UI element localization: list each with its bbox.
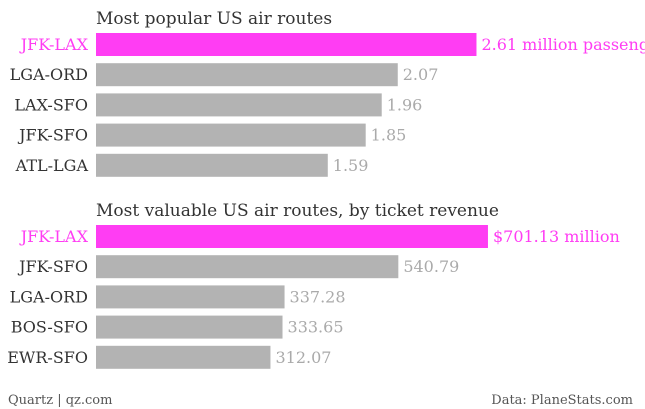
value-label: 2.61 million passengers: [481, 35, 645, 54]
bar: [96, 225, 488, 248]
category-label: JFK-SFO: [17, 257, 88, 276]
value-label: 1.59: [333, 156, 369, 175]
value-label: 1.96: [387, 95, 423, 114]
source-credit: Quartz | qz.com: [8, 393, 112, 408]
value-label: 1.85: [371, 126, 407, 145]
category-label: JFK-LAX: [19, 35, 89, 54]
bar: [96, 255, 399, 279]
popular-routes-title: Most popular US air routes: [96, 9, 332, 29]
category-label: JFK-SFO: [17, 126, 88, 145]
category-label: LGA-ORD: [10, 65, 88, 84]
bar: [96, 93, 382, 117]
valuable-routes-title: Most valuable US air routes, by ticket r…: [96, 201, 499, 221]
category-label: LAX-SFO: [14, 95, 88, 114]
bar: [96, 63, 398, 87]
bar: [96, 285, 285, 309]
value-label: 540.79: [403, 257, 459, 276]
data-source: Data: PlaneStats.com: [491, 393, 633, 408]
category-label: BOS-SFO: [11, 318, 88, 337]
value-label: 333.65: [288, 318, 344, 337]
valuable-routes-panel: Most valuable US air routes, by ticket r…: [7, 201, 620, 369]
bar: [96, 315, 283, 339]
value-label: 337.28: [290, 287, 346, 306]
category-label: EWR-SFO: [7, 348, 88, 367]
bar: [96, 33, 477, 56]
bar: [96, 153, 328, 177]
popular-routes-panel: Most popular US air routes JFK-LAX 2.61 m…: [10, 9, 645, 177]
bar: [96, 345, 271, 369]
category-label: LGA-ORD: [10, 287, 88, 306]
category-label: JFK-LAX: [19, 227, 89, 246]
value-label: $701.13 million: [493, 227, 620, 246]
value-label: 2.07: [403, 65, 439, 84]
value-label: 312.07: [275, 348, 331, 367]
bar: [96, 123, 366, 147]
category-label: ATL-LGA: [15, 156, 89, 175]
